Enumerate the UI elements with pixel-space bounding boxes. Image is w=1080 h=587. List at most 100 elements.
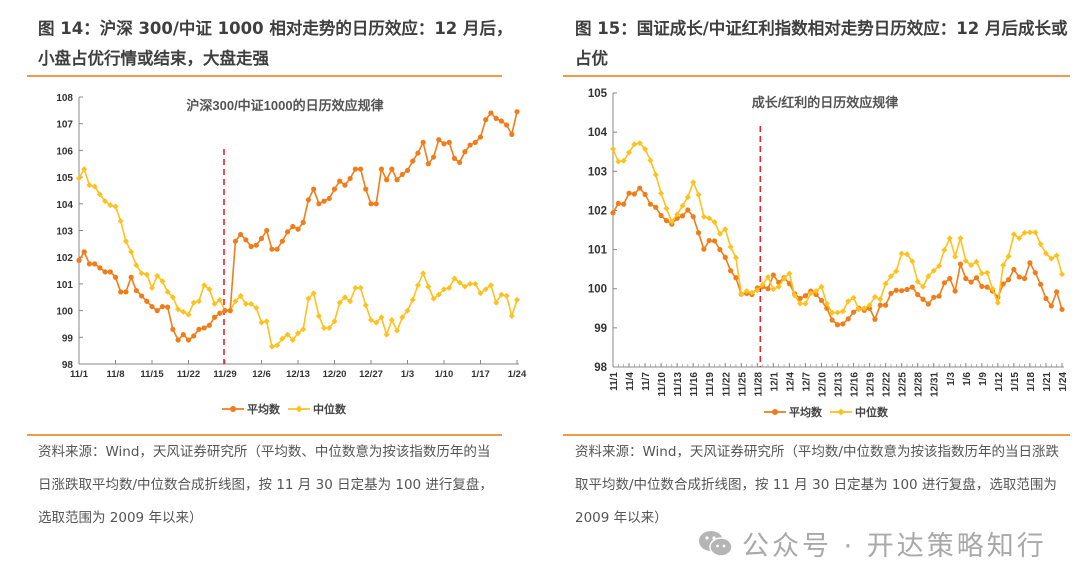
data-point-mean: [615, 200, 621, 206]
x-tick-label: 11/29: [213, 369, 236, 380]
y-tick-label: 102: [588, 205, 607, 217]
data-point-median: [989, 285, 996, 292]
data-point-mean: [989, 288, 996, 294]
data-point-mean: [144, 298, 150, 304]
data-point-median: [823, 300, 830, 307]
data-point-median: [839, 308, 846, 315]
data-point-mean: [311, 186, 317, 192]
data-point-median: [909, 258, 916, 265]
data-point-mean: [621, 201, 627, 207]
data-point-mean: [102, 269, 108, 275]
data-point-median: [1032, 229, 1039, 236]
data-point-median: [610, 145, 616, 152]
x-tick-label: 11/1: [70, 369, 89, 380]
data-point-median: [242, 300, 249, 307]
watermark: 公众号 · 开达策略知行: [698, 524, 1047, 563]
x-tick-label: 12/27: [359, 369, 383, 380]
figure-14-bottom-rule: [27, 434, 502, 436]
data-point-median: [818, 283, 825, 290]
y-tick-label: 100: [588, 284, 607, 296]
data-point-median: [893, 268, 900, 275]
data-point-mean: [316, 201, 322, 207]
data-point-median: [112, 203, 119, 210]
x-tick-label: 11/19: [705, 372, 716, 397]
data-point-median: [268, 343, 275, 350]
legend-marker-diamond: [295, 405, 303, 413]
data-point-mean: [436, 137, 442, 143]
data-point-mean: [749, 291, 755, 298]
data-point-mean: [893, 287, 899, 293]
data-point-median: [409, 296, 416, 303]
data-point-median: [91, 183, 98, 190]
data-point-median: [1000, 262, 1007, 269]
data-point-mean: [97, 265, 103, 271]
data-point-mean: [653, 204, 659, 210]
data-point-mean: [995, 294, 1001, 300]
data-point-median: [263, 318, 270, 325]
data-point-median: [930, 267, 937, 274]
data-point-median: [388, 316, 395, 323]
data-point-mean: [284, 229, 291, 235]
x-tick-label: 12/4: [785, 372, 796, 392]
data-point-median: [620, 157, 627, 164]
data-point-mean: [321, 198, 327, 204]
x-tick-label: 11/25: [737, 372, 748, 397]
figure-15-source: 资料来源：Wind，天风证券研究所（平均数/中位数意为按该指数历年的当日涨跌取平…: [575, 444, 1059, 526]
data-point-mean: [915, 291, 921, 298]
x-tick-label: 12/20: [323, 369, 347, 380]
data-point-median: [663, 205, 670, 212]
x-tick-label: 11/7: [641, 372, 652, 391]
x-tick-label: 1/12: [994, 372, 1005, 392]
data-point-median: [994, 299, 1001, 306]
data-point-median: [96, 191, 103, 198]
x-tick-label: 12/31: [930, 372, 941, 397]
data-point-mean: [909, 284, 915, 290]
data-point-median: [336, 299, 343, 306]
data-point-mean: [253, 242, 259, 248]
data-point-median: [180, 308, 187, 315]
data-point-median: [368, 316, 374, 323]
chart-2: 成长/红利的日历效应规律 98 99 100 101 102 103 104 105 11/1 11…: [588, 88, 1069, 419]
x-tick-label: 1/15: [1010, 372, 1021, 392]
data-point-mean: [637, 185, 643, 191]
data-point-mean: [128, 274, 134, 280]
data-point-mean: [797, 295, 803, 302]
data-point-median: [770, 286, 777, 293]
data-point-median: [461, 283, 468, 290]
y-tick-label: 101: [588, 245, 608, 257]
series-line-mean: [612, 186, 1063, 326]
data-point-mean: [342, 182, 348, 188]
figure-15-bottom-rule: [563, 434, 1070, 436]
data-point-median: [652, 171, 659, 178]
data-point-mean: [957, 261, 964, 267]
data-point-mean: [488, 110, 494, 116]
data-point-median: [1037, 241, 1044, 248]
data-point-median: [117, 218, 124, 225]
data-point-median: [347, 298, 354, 305]
x-tick-label: 1/24: [1058, 372, 1069, 392]
data-point-mean: [610, 210, 616, 216]
data-point-mean: [850, 309, 857, 315]
data-point-mean: [1032, 270, 1038, 276]
figure-15-top-rule: [563, 75, 1070, 77]
y-tick-label: 99: [62, 333, 74, 344]
data-point-median: [315, 312, 322, 319]
data-point-median: [430, 295, 437, 302]
data-point-median: [284, 331, 291, 338]
data-point-mean: [845, 316, 851, 322]
legend-label: 平均数: [247, 402, 281, 416]
data-point-median: [1059, 271, 1065, 278]
x-tick-label: 1/24: [508, 369, 527, 380]
data-point-median: [446, 284, 453, 291]
data-point-mean: [861, 307, 867, 313]
data-point-mean: [347, 175, 353, 182]
y-tick-label: 102: [56, 253, 73, 264]
data-point-median: [1021, 229, 1028, 236]
data-point-mean: [107, 269, 113, 275]
data-point-mean: [446, 139, 452, 145]
data-point-mean: [856, 305, 862, 311]
legend-marker-circle: [230, 406, 236, 412]
data-point-median: [190, 299, 197, 306]
data-point-median: [128, 248, 135, 255]
data-point-mean: [792, 291, 798, 297]
